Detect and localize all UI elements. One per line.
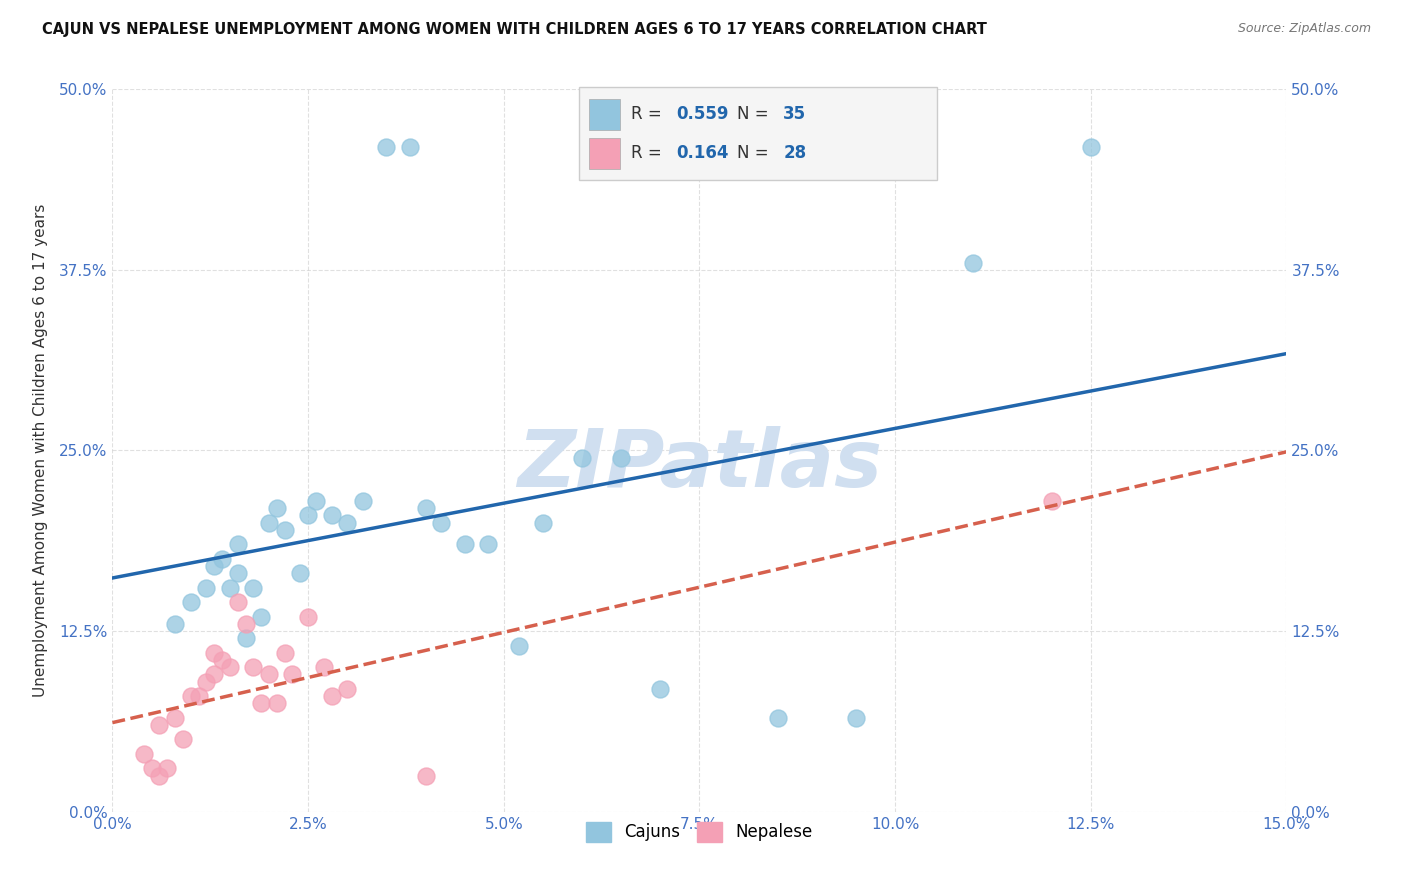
Point [281,667,304,681]
Point [477,537,499,551]
Legend: Cajuns, Nepalese: Cajuns, Nepalese [578,814,821,850]
Text: CAJUN VS NEPALESE UNEMPLOYMENT AMONG WOMEN WITH CHILDREN AGES 6 TO 17 YEARS CORR: CAJUN VS NEPALESE UNEMPLOYMENT AMONG WOM… [42,22,987,37]
Text: N =: N = [737,105,773,123]
Point [415,501,437,516]
Point [430,516,453,530]
Point [187,689,209,703]
Point [211,653,233,667]
Point [297,508,319,523]
Point [141,761,163,775]
Point [202,559,225,574]
Point [415,769,437,783]
Point [610,450,633,465]
Point [273,646,295,660]
Point [312,660,335,674]
Point [219,660,242,674]
Point [273,523,295,537]
Point [202,646,225,660]
Point [571,450,593,465]
Text: R =: R = [631,145,668,162]
Point [321,689,343,703]
Point [195,674,218,689]
Point [148,769,170,783]
Point [766,711,789,725]
Point [242,581,264,595]
Point [235,616,257,631]
Point [226,537,249,551]
Point [453,537,475,551]
Point [531,516,554,530]
Point [165,616,187,631]
Point [845,711,868,725]
Point [266,501,288,516]
Point [650,681,672,696]
Text: 28: 28 [783,145,806,162]
Point [165,711,187,725]
Point [1040,494,1063,508]
Point [235,632,257,646]
Point [242,660,264,674]
Point [297,609,319,624]
Point [250,696,273,710]
Point [226,595,249,609]
Point [202,667,225,681]
Text: 0.164: 0.164 [676,145,728,162]
Point [180,689,202,703]
Point [508,639,530,653]
Point [257,667,280,681]
Point [156,761,179,775]
Text: N =: N = [737,145,773,162]
Point [148,718,170,732]
Point [321,508,343,523]
Point [180,595,202,609]
Point [266,696,288,710]
Text: R =: R = [631,105,668,123]
Point [290,566,312,581]
Point [132,747,155,761]
Point [1080,140,1102,154]
Point [962,255,984,269]
Point [219,581,242,595]
Text: Source: ZipAtlas.com: Source: ZipAtlas.com [1237,22,1371,36]
Point [399,140,422,154]
Point [226,566,249,581]
Point [305,494,328,508]
Text: 35: 35 [783,105,806,123]
Point [257,516,280,530]
Point [336,516,359,530]
Point [172,732,194,747]
Text: 0.559: 0.559 [676,105,728,123]
Y-axis label: Unemployment Among Women with Children Ages 6 to 17 years: Unemployment Among Women with Children A… [32,203,48,698]
Point [250,609,273,624]
Point [336,681,359,696]
Point [375,140,398,154]
Point [352,494,374,508]
Text: ZIPatlas: ZIPatlas [517,425,882,504]
Point [195,581,218,595]
Point [211,551,233,566]
